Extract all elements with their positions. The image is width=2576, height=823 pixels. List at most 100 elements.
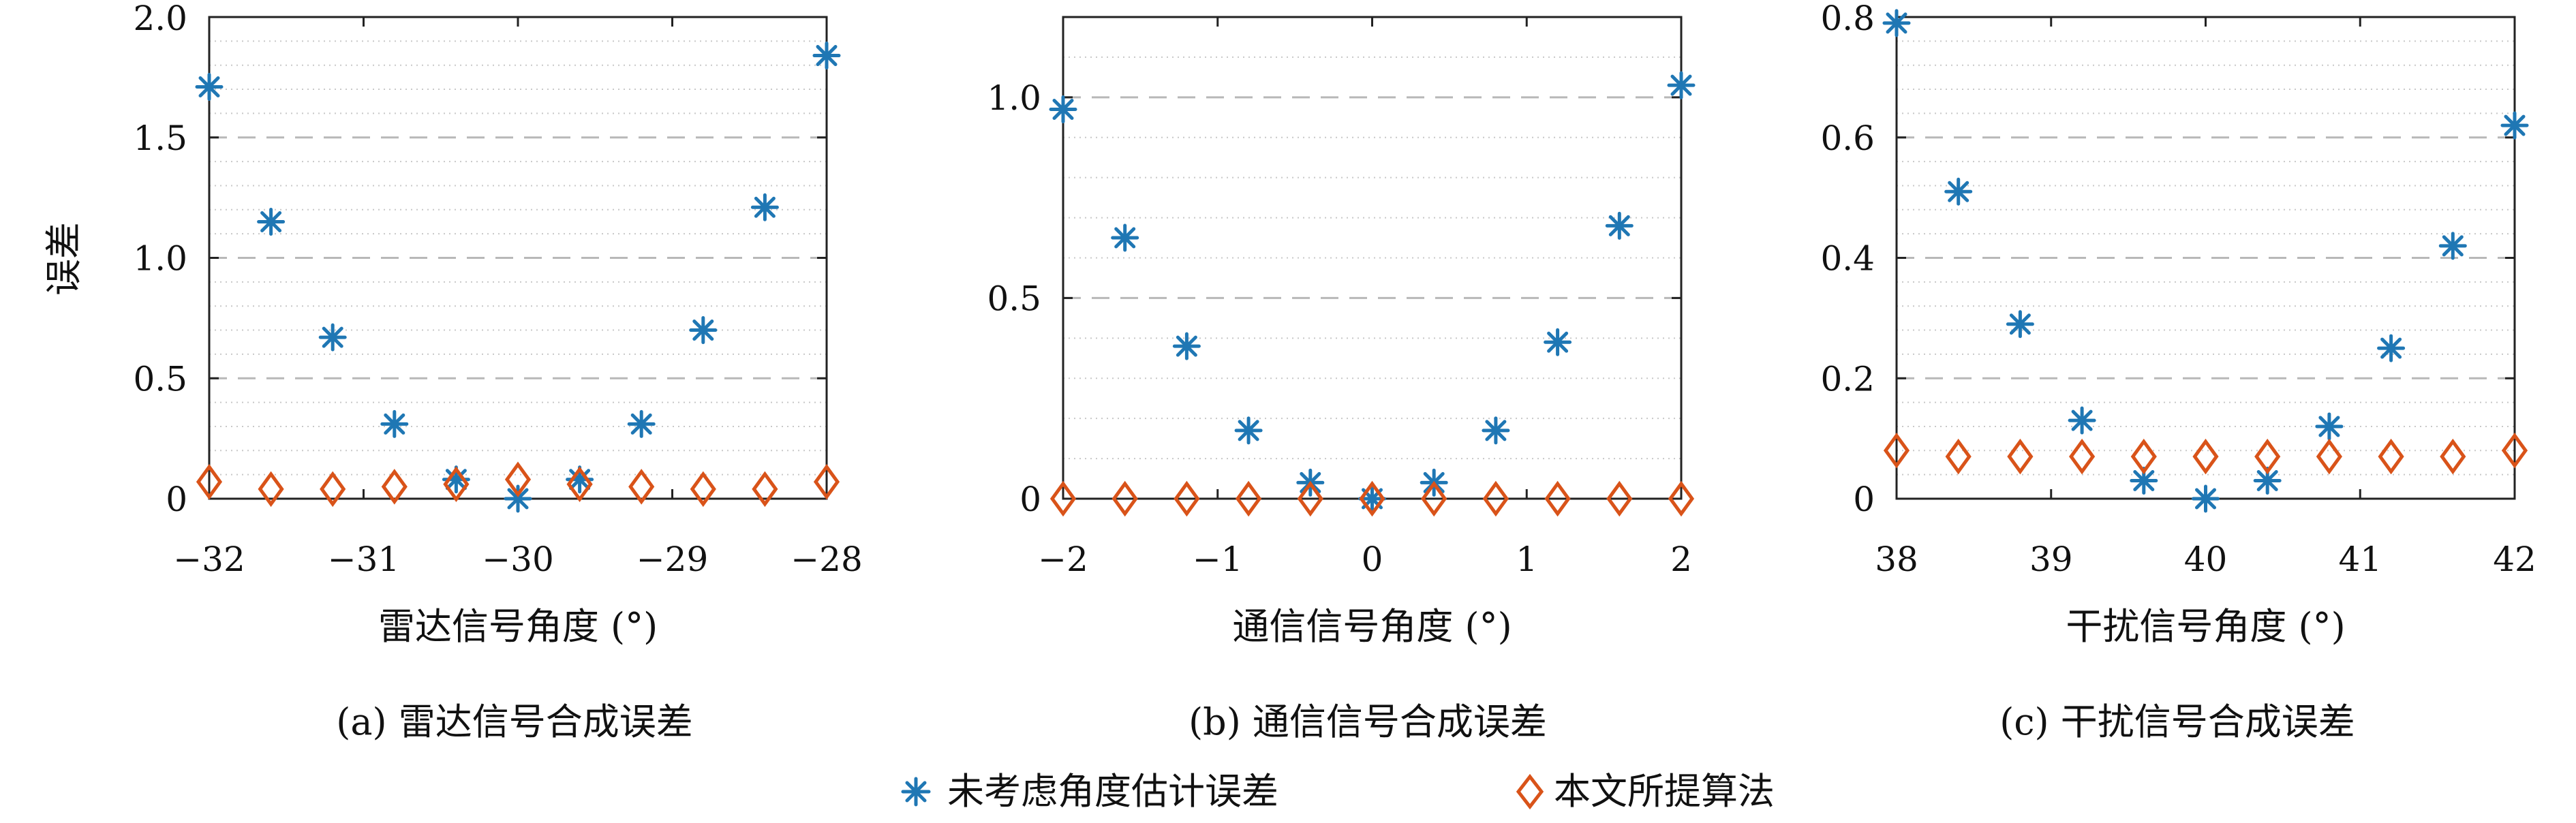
data-point-diamond <box>1606 480 1633 517</box>
data-point-diamond <box>504 461 532 497</box>
x-tick-label: 0 <box>1362 540 1383 579</box>
x-tick-label: −29 <box>637 540 709 579</box>
data-point-asterisk <box>2438 232 2467 260</box>
plot-a: −32 −31 −30 −29 −28 0 0.5 1.0 1.5 2.0 雷达信号角度 (°) <box>133 0 862 648</box>
data-point-asterisk <box>689 316 718 345</box>
y-tick-label: 0.5 <box>133 359 187 399</box>
data-point-asterisk <box>2377 334 2406 362</box>
data-point-diamond <box>1049 480 1077 517</box>
x-tick-label: 40 <box>2184 540 2228 579</box>
data-point-diamond <box>1945 438 1972 475</box>
series-asterisk-a <box>195 42 841 513</box>
data-point-asterisk <box>1544 328 1572 356</box>
data-point-diamond <box>2254 438 2281 475</box>
data-point-diamond <box>2192 438 2219 475</box>
series-diamond-a <box>196 461 840 508</box>
y-tick-label: 1.0 <box>987 78 1041 118</box>
plot-b: −2 −1 0 1 2 0 0.5 1.0 通信信号角度 (°) <box>987 16 1696 648</box>
x-tick-label: 41 <box>2338 540 2382 579</box>
data-point-asterisk <box>2315 412 2344 441</box>
y-tick-label: 0 <box>166 480 187 519</box>
x-axis-label-c: 干扰信号角度 (°) <box>2066 605 2345 648</box>
data-point-asterisk <box>750 193 779 221</box>
series-asterisk-c <box>1882 9 2529 513</box>
data-point-diamond <box>628 469 655 505</box>
y-tick-label: 0.5 <box>987 279 1041 318</box>
series-diamond-c <box>1883 433 2528 475</box>
data-point-diamond <box>566 466 593 503</box>
y-tick-label: 0 <box>1019 480 1041 519</box>
y-tick-label: 1.5 <box>133 119 187 158</box>
data-point-diamond <box>1668 480 1695 517</box>
y-tick-label: 1.0 <box>133 239 187 279</box>
series-diamond-b <box>1049 480 1695 517</box>
data-point-asterisk <box>2500 111 2529 140</box>
data-point-diamond <box>2378 438 2404 475</box>
legend-asterisk-marker <box>901 777 931 807</box>
x-tick-label: 2 <box>1670 540 1692 579</box>
legend-item-asterisk: 未考虑角度估计误差 <box>901 770 1278 813</box>
x-tick-label: −31 <box>328 540 400 579</box>
legend-label-diamond: 本文所提算法 <box>1554 770 1775 813</box>
data-point-asterisk <box>318 323 347 352</box>
major-grid-b <box>1063 96 1681 299</box>
data-point-asterisk <box>1234 416 1263 445</box>
data-point-diamond <box>443 466 470 503</box>
data-point-diamond <box>196 464 223 500</box>
data-point-diamond <box>1421 480 1447 517</box>
caption-a: (a) 雷达信号合成误差 <box>336 700 693 743</box>
data-point-diamond <box>2069 438 2096 475</box>
data-point-diamond <box>258 471 284 508</box>
x-tick-label: 42 <box>2493 540 2536 579</box>
y-tick-label: 0.4 <box>1820 239 1875 279</box>
data-point-diamond <box>381 469 408 505</box>
data-point-asterisk <box>1172 332 1201 360</box>
caption-b: (b) 通信信号合成误差 <box>1189 700 1547 743</box>
plot-c: 38 39 40 41 42 0 0.2 0.4 0.6 0.8 干扰信号角度 (°) <box>1820 0 2536 648</box>
data-point-asterisk <box>1605 211 1634 240</box>
data-point-asterisk <box>257 207 286 236</box>
data-point-diamond <box>1544 480 1571 517</box>
data-point-diamond <box>1359 480 1385 517</box>
x-tick-label: 39 <box>2029 540 2073 579</box>
data-point-asterisk <box>1111 223 1139 252</box>
data-point-diamond <box>1236 480 1262 517</box>
legend-label-asterisk: 未考虑角度估计误差 <box>947 770 1278 813</box>
data-point-diamond <box>2501 433 2528 469</box>
data-point-diamond <box>2316 438 2342 475</box>
y-axis-label-a: 误差 <box>42 222 85 296</box>
data-point-asterisk <box>1944 177 1973 206</box>
caption-c: (c) 干扰信号合成误差 <box>1999 700 2355 743</box>
data-point-diamond <box>1883 433 1910 469</box>
legend-diamond-marker <box>1516 773 1544 810</box>
x-tick-label: −32 <box>173 540 245 579</box>
legend: 未考虑角度估计误差 本文所提算法 <box>901 770 1775 813</box>
data-point-diamond <box>690 471 716 508</box>
y-tick-label: 0.8 <box>1820 0 1875 38</box>
x-tick-label: −1 <box>1193 540 1243 579</box>
data-point-diamond <box>1111 480 1138 517</box>
data-point-asterisk <box>2006 310 2034 339</box>
x-axis-label-b: 通信信号角度 (°) <box>1232 605 1512 648</box>
series-asterisk-b <box>1049 71 1696 513</box>
data-point-diamond <box>2440 438 2466 475</box>
data-point-asterisk <box>504 484 532 513</box>
major-grid-a <box>209 136 827 379</box>
data-point-diamond <box>1174 480 1200 517</box>
x-tick-label: −30 <box>482 540 554 579</box>
data-point-asterisk <box>195 73 224 102</box>
data-point-asterisk <box>1358 484 1386 513</box>
data-point-asterisk <box>1482 416 1510 445</box>
data-point-asterisk <box>1882 9 1911 37</box>
x-axis-label-a: 雷达信号角度 (°) <box>378 605 658 648</box>
y-tick-label: 0 <box>1853 480 1875 519</box>
legend-item-diamond: 本文所提算法 <box>1516 770 1775 813</box>
data-point-asterisk <box>2130 466 2158 495</box>
major-grid-c <box>1897 136 2515 379</box>
data-point-diamond <box>2130 438 2157 475</box>
data-point-diamond <box>1482 480 1509 517</box>
data-point-diamond <box>752 471 778 508</box>
x-tick-label: −28 <box>791 540 863 579</box>
data-point-diamond <box>2007 438 2034 475</box>
